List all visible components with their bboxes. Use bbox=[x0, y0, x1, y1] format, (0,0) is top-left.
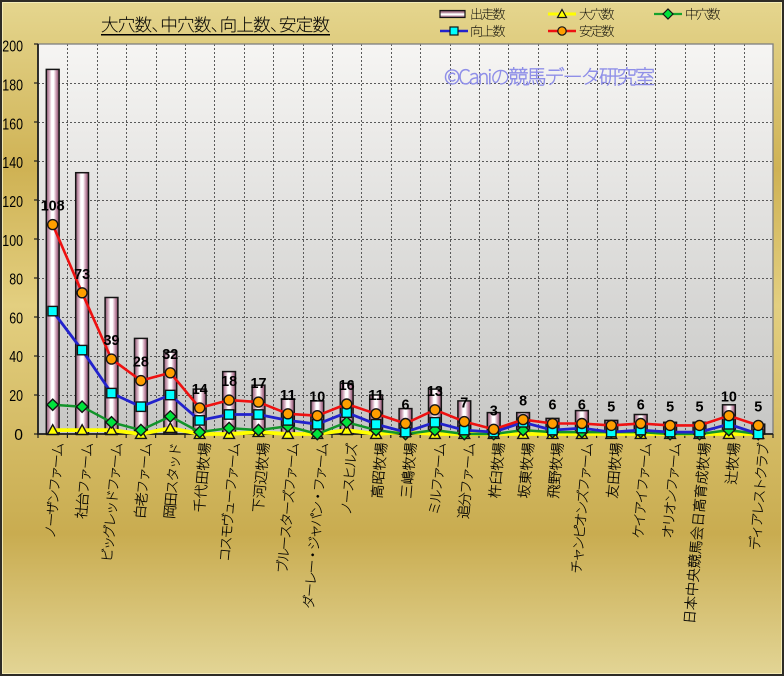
svg-text:6: 6 bbox=[578, 398, 586, 414]
svg-text:28: 28 bbox=[133, 355, 149, 371]
svg-text:13: 13 bbox=[427, 384, 443, 400]
svg-text:5: 5 bbox=[754, 399, 762, 415]
svg-text:0: 0 bbox=[14, 427, 23, 444]
svg-text:6: 6 bbox=[549, 398, 557, 414]
svg-text:16: 16 bbox=[339, 378, 355, 394]
svg-text:40: 40 bbox=[9, 349, 23, 366]
svg-text:8: 8 bbox=[519, 394, 527, 410]
svg-text:120: 120 bbox=[2, 194, 23, 211]
svg-text:108: 108 bbox=[41, 199, 65, 215]
svg-text:60: 60 bbox=[9, 310, 23, 327]
svg-text:200: 200 bbox=[2, 39, 23, 56]
svg-text:180: 180 bbox=[2, 78, 23, 95]
svg-text:11: 11 bbox=[280, 388, 296, 404]
svg-text:5: 5 bbox=[607, 399, 615, 415]
svg-text:5: 5 bbox=[696, 399, 704, 415]
svg-text:140: 140 bbox=[2, 155, 23, 172]
svg-text:11: 11 bbox=[368, 388, 384, 404]
svg-text:7: 7 bbox=[460, 396, 468, 412]
svg-text:32: 32 bbox=[162, 347, 178, 363]
svg-text:160: 160 bbox=[2, 116, 23, 133]
svg-text:14: 14 bbox=[192, 382, 208, 398]
svg-text:100: 100 bbox=[2, 233, 23, 250]
svg-text:6: 6 bbox=[637, 398, 645, 414]
svg-text:39: 39 bbox=[104, 333, 120, 349]
svg-text:6: 6 bbox=[402, 398, 410, 414]
svg-text:18: 18 bbox=[221, 374, 237, 390]
svg-text:10: 10 bbox=[721, 390, 737, 406]
svg-text:3: 3 bbox=[490, 403, 498, 419]
svg-text:17: 17 bbox=[251, 376, 267, 392]
svg-text:80: 80 bbox=[9, 272, 23, 289]
svg-text:20: 20 bbox=[9, 388, 23, 405]
svg-text:10: 10 bbox=[309, 390, 325, 406]
svg-text:5: 5 bbox=[666, 399, 674, 415]
svg-text:73: 73 bbox=[74, 267, 90, 283]
